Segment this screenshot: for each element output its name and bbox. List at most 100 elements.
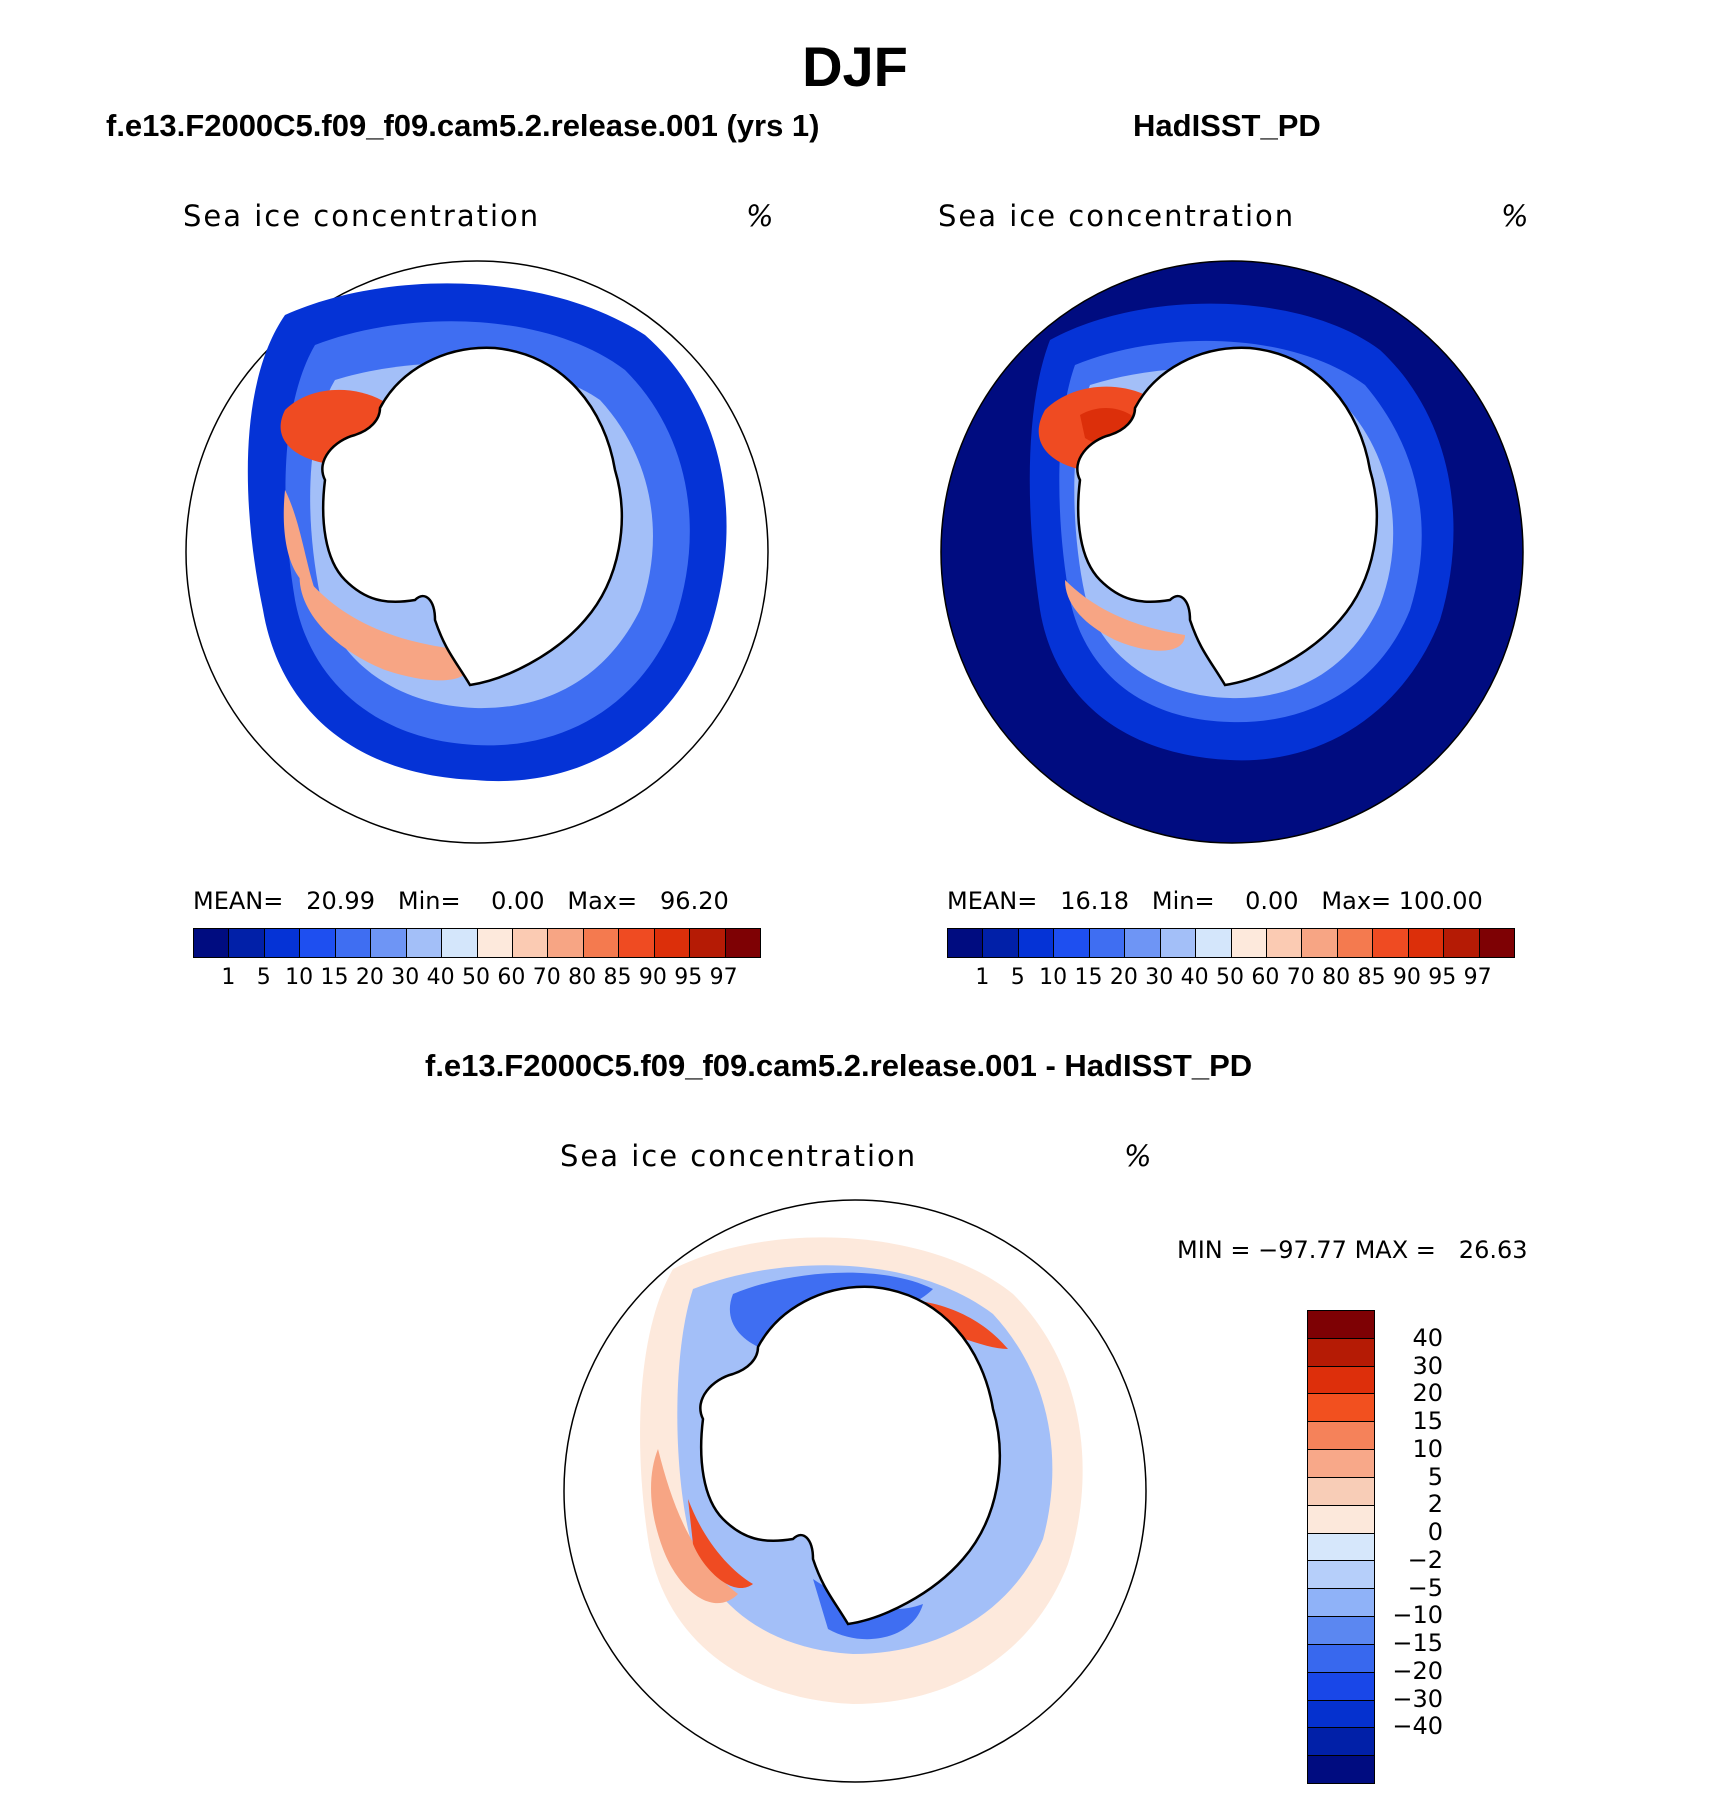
- diff-colorbar-swatch-4: [1308, 1422, 1374, 1451]
- model-units-label: %: [746, 199, 774, 233]
- diff-colorbar-swatch-2: [1308, 1366, 1374, 1395]
- diff-colorbar-tick-label: 2: [1427, 1490, 1443, 1519]
- obs-colorbar-swatch-5: [1125, 929, 1161, 957]
- diff-colorbar-swatch-8: [1308, 1533, 1374, 1562]
- model-colorbar-swatch-0: [194, 929, 230, 957]
- diff-colorbar-tick-label: 20: [1412, 1379, 1443, 1408]
- model-colorbar-tick-label: 60: [497, 965, 526, 990]
- obs-colorbar-swatch-2: [1018, 929, 1055, 957]
- diff-colorbar-tick-label: −20: [1392, 1656, 1443, 1685]
- antarctica-landmass: [1076, 346, 1378, 687]
- obs-colorbar-tick-label: 90: [1392, 965, 1421, 990]
- obs-colorbar-swatch-14: [1444, 929, 1480, 957]
- model-colorbar-swatch-15: [725, 929, 760, 957]
- model-colorbar-tick-label: 90: [638, 965, 667, 990]
- model-variable-label: Sea ice concentration: [183, 199, 541, 233]
- diff-colorbar-swatch-5: [1308, 1450, 1374, 1478]
- model-colorbar-tick-label: 70: [532, 965, 561, 990]
- model-colorbar-swatch-9: [512, 929, 549, 957]
- obs-colorbar-swatch-1: [983, 929, 1019, 957]
- model-colorbar-swatch-10: [548, 929, 584, 957]
- model-panel-title: f.e13.F2000C5.f09_f09.cam5.2.release.001…: [106, 108, 820, 143]
- model-colorbar-tick-label: 95: [674, 965, 703, 990]
- diff-colorbar-tick-label: 0: [1427, 1518, 1443, 1547]
- obs-colorbar-swatch-3: [1054, 929, 1090, 957]
- model-colorbar-tick-label: 97: [709, 965, 738, 990]
- obs-colorbar-tick-label: 1: [975, 965, 990, 990]
- model-colorbar-tick-label: 15: [320, 965, 349, 990]
- diff-colorbar-tick-label: −10: [1392, 1601, 1443, 1630]
- diff-colorbar: [1307, 1310, 1375, 1784]
- obs-colorbar-swatch-7: [1196, 929, 1232, 957]
- obs-colorbar-swatch-15: [1479, 929, 1514, 957]
- obs-colorbar-tick-label: 70: [1286, 965, 1315, 990]
- model-peninsula-high: [283, 490, 315, 590]
- obs-colorbar-tick-label: 10: [1039, 965, 1068, 990]
- model-colorbar: [193, 928, 761, 958]
- diff-stats: MIN = −97.77 MAX = 26.63: [1177, 1236, 1528, 1264]
- diff-colorbar-swatch-1: [1308, 1338, 1374, 1367]
- diff-colorbar-swatch-0: [1308, 1311, 1374, 1339]
- model-colorbar-swatch-2: [264, 929, 301, 957]
- diff-colorbar-swatch-14: [1308, 1700, 1374, 1729]
- diff-colorbar-swatch-12: [1308, 1644, 1374, 1673]
- obs-colorbar-swatch-12: [1373, 929, 1409, 957]
- model-colorbar-swatch-7: [442, 929, 478, 957]
- model-ross-high: [299, 570, 471, 681]
- obs-colorbar-swatch-8: [1231, 929, 1267, 957]
- diff-colorbar-tick-label: 5: [1427, 1462, 1443, 1491]
- diff-colorbar-tick-label: 40: [1412, 1323, 1443, 1352]
- obs-colorbar-tick-label: 15: [1074, 965, 1103, 990]
- model-colorbar-tick-label: 1: [221, 965, 236, 990]
- obs-stats: MEAN= 16.18 Min= 0.00 Max= 100.00: [947, 887, 1483, 915]
- obs-colorbar-ticks: 1 5 10 15 20 30 40 50 60 70 80 85 90 95 97: [947, 965, 1513, 995]
- obs-colorbar-tick-label: 30: [1145, 965, 1174, 990]
- obs-variable-label: Sea ice concentration: [938, 199, 1296, 233]
- model-colorbar-swatch-13: [654, 929, 691, 957]
- obs-colorbar-swatch-10: [1302, 929, 1338, 957]
- obs-colorbar-swatch-9: [1266, 929, 1303, 957]
- model-colorbar-tick-label: 85: [603, 965, 632, 990]
- obs-colorbar-tick-label: 40: [1180, 965, 1209, 990]
- obs-colorbar-tick-label: 95: [1428, 965, 1457, 990]
- obs-colorbar-swatch-4: [1089, 929, 1126, 957]
- diff-variable-label: Sea ice concentration: [560, 1139, 918, 1173]
- diff-units-label: %: [1124, 1139, 1152, 1173]
- diff-colorbar-tick-label: −5: [1407, 1573, 1443, 1602]
- diff-colorbar-swatch-7: [1308, 1505, 1374, 1534]
- diff-colorbar-swatch-16: [1308, 1756, 1374, 1784]
- model-colorbar-swatch-14: [690, 929, 726, 957]
- diff-colorbar-swatch-3: [1308, 1394, 1374, 1423]
- model-colorbar-swatch-12: [619, 929, 655, 957]
- figure-title: DJF: [802, 35, 908, 98]
- model-colorbar-swatch-1: [229, 929, 265, 957]
- diff-colorbar-tick-label: −40: [1392, 1712, 1443, 1741]
- obs-colorbar-tick-label: 20: [1109, 965, 1138, 990]
- model-colorbar-tick-label: 10: [285, 965, 314, 990]
- diff-colorbar-swatch-11: [1308, 1617, 1374, 1645]
- model-colorbar-swatch-5: [371, 929, 407, 957]
- diff-colorbar-swatch-6: [1308, 1477, 1374, 1506]
- diff-colorbar-swatch-10: [1308, 1589, 1374, 1618]
- model-colorbar-swatch-6: [406, 929, 443, 957]
- obs-colorbar-tick-label: 50: [1216, 965, 1244, 990]
- diff-colorbar-swatch-13: [1308, 1672, 1374, 1701]
- diff-colorbar-tick-label: 15: [1412, 1407, 1443, 1436]
- diff-colorbar-swatch-9: [1308, 1561, 1374, 1590]
- obs-panel-title: HadISST_PD: [1133, 108, 1321, 143]
- obs-colorbar-swatch-13: [1408, 929, 1445, 957]
- diff-pos-ross: [651, 1449, 738, 1604]
- diff-pos-strong: [688, 1499, 753, 1589]
- diff-panel-title: f.e13.F2000C5.f09_f09.cam5.2.release.001…: [425, 1048, 1253, 1083]
- obs-colorbar-tick-label: 5: [1010, 965, 1025, 990]
- diff-colorbar-ticks: 40 30 20 15 10 5 2 0 −2 −5 −10 −15 −20 −30 −40: [1373, 1310, 1453, 1782]
- antarctica-landmass: [321, 346, 623, 687]
- model-colorbar-tick-label: 30: [391, 965, 420, 990]
- diff-colorbar-tick-label: 30: [1412, 1351, 1443, 1380]
- diff-colorbar-tick-label: −2: [1407, 1545, 1443, 1574]
- obs-colorbar-swatch-6: [1160, 929, 1197, 957]
- obs-colorbar-swatch-0: [948, 929, 984, 957]
- model-colorbar-swatch-3: [300, 929, 336, 957]
- model-colorbar-swatch-8: [477, 929, 513, 957]
- diff-colorbar-tick-label: 10: [1412, 1434, 1443, 1463]
